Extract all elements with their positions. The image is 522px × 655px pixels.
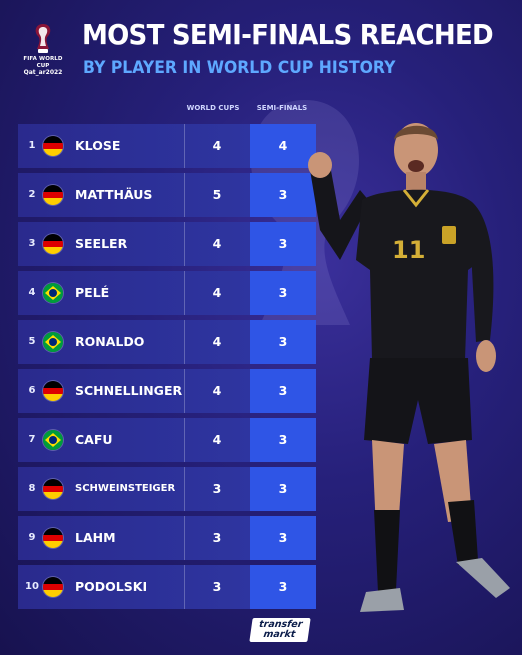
logo-text-top: FIFA WORLD CUP bbox=[23, 56, 63, 69]
rank-number: 4 bbox=[28, 287, 36, 298]
logo-text-bottom: Qat_ar2022 bbox=[23, 69, 63, 76]
germany-flag-icon bbox=[43, 234, 63, 254]
player-photo: 11 bbox=[308, 123, 510, 612]
player-name: KLOSE bbox=[75, 138, 121, 153]
table-row: 2 MATTHÄUS 5 3 bbox=[18, 173, 316, 217]
rank-number: 10 bbox=[25, 581, 39, 592]
semi-finals-value: 3 bbox=[250, 369, 316, 413]
world-cups-value: 4 bbox=[184, 124, 249, 168]
rank-number: 9 bbox=[28, 532, 36, 543]
germany-flag-icon bbox=[43, 577, 63, 597]
player-name: LAHM bbox=[75, 530, 116, 545]
player-name: CAFU bbox=[75, 432, 113, 447]
rank-number: 3 bbox=[28, 238, 36, 249]
transfermarkt-logo: transfer markt bbox=[249, 618, 311, 642]
table-row: 6 SCHNELLINGER 4 3 bbox=[18, 369, 316, 413]
page-subtitle: BY PLAYER IN WORLD CUP HISTORY bbox=[83, 58, 396, 78]
rank-number: 1 bbox=[28, 140, 36, 151]
player-name: PODOLSKI bbox=[75, 579, 148, 594]
table-row: 1 KLOSE 4 4 bbox=[18, 124, 316, 168]
germany-flag-icon bbox=[43, 479, 63, 499]
table-row: 7 CAFU 4 3 bbox=[18, 418, 316, 462]
rank-number: 7 bbox=[28, 434, 36, 445]
germany-flag-icon bbox=[43, 381, 63, 401]
column-header-world-cups: WORLD CUPS bbox=[186, 104, 240, 112]
world-cups-value: 3 bbox=[184, 565, 249, 609]
column-header-semi-finals: SEMI-FINALS bbox=[256, 104, 308, 112]
rank-number: 8 bbox=[28, 483, 36, 494]
world-cups-value: 4 bbox=[184, 320, 249, 364]
semi-finals-value: 3 bbox=[250, 222, 316, 266]
semi-finals-value: 3 bbox=[250, 516, 316, 560]
world-cups-value: 3 bbox=[184, 467, 249, 511]
page-title: MOST SEMI-FINALS REACHED bbox=[82, 18, 494, 51]
semi-finals-value: 3 bbox=[250, 320, 316, 364]
trophy-emblem-icon bbox=[35, 24, 51, 53]
semi-finals-value: 3 bbox=[250, 173, 316, 217]
player-name: SCHNELLINGER bbox=[75, 383, 183, 398]
semi-finals-value: 3 bbox=[250, 565, 316, 609]
shirt-number: 11 bbox=[392, 236, 425, 264]
player-name: RONALDO bbox=[75, 334, 145, 349]
player-name: PELÉ bbox=[75, 285, 110, 300]
brand-line-2: markt bbox=[262, 629, 297, 640]
world-cups-value: 4 bbox=[184, 271, 249, 315]
semi-finals-value: 3 bbox=[250, 467, 316, 511]
world-cups-value: 5 bbox=[184, 173, 249, 217]
table-row: 4 PELÉ 4 3 bbox=[18, 271, 316, 315]
world-cup-logo: FIFA WORLD CUP Qat_ar2022 bbox=[18, 22, 68, 78]
world-cups-value: 4 bbox=[184, 222, 249, 266]
player-name: MATTHÄUS bbox=[75, 187, 153, 202]
brazil-flag-icon bbox=[43, 430, 63, 450]
rank-number: 2 bbox=[28, 189, 36, 200]
semi-finals-value: 4 bbox=[250, 124, 316, 168]
germany-flag-icon bbox=[43, 185, 63, 205]
germany-flag-icon bbox=[43, 136, 63, 156]
brazil-flag-icon bbox=[43, 283, 63, 303]
world-cups-value: 4 bbox=[184, 418, 249, 462]
world-cups-value: 3 bbox=[184, 516, 249, 560]
semi-finals-value: 3 bbox=[250, 271, 316, 315]
semi-finals-value: 3 bbox=[250, 418, 316, 462]
rank-number: 6 bbox=[28, 385, 36, 396]
table-row: 3 SEELER 4 3 bbox=[18, 222, 316, 266]
player-name: SCHWEINSTEIGER bbox=[75, 483, 176, 494]
table-row: 8 SCHWEINSTEIGER 3 3 bbox=[18, 467, 316, 511]
table-row: 10 PODOLSKI 3 3 bbox=[18, 565, 316, 609]
table-row: 9 LAHM 3 3 bbox=[18, 516, 316, 560]
brazil-flag-icon bbox=[43, 332, 63, 352]
world-cups-value: 4 bbox=[184, 369, 249, 413]
table-row: 5 RONALDO 4 3 bbox=[18, 320, 316, 364]
rank-number: 5 bbox=[28, 336, 36, 347]
germany-flag-icon bbox=[43, 528, 63, 548]
player-name: SEELER bbox=[75, 236, 128, 251]
